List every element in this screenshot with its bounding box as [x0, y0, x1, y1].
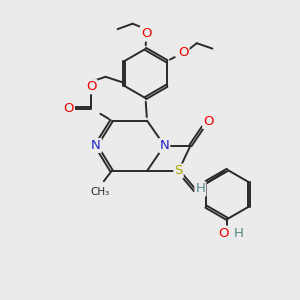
Text: N: N	[91, 139, 101, 152]
Text: S: S	[174, 164, 183, 178]
Text: O: O	[86, 80, 97, 93]
Text: O: O	[64, 101, 74, 115]
Text: O: O	[141, 27, 151, 40]
Text: CH₃: CH₃	[91, 187, 110, 196]
Text: O: O	[218, 226, 229, 240]
Text: H: H	[234, 226, 244, 240]
Text: O: O	[178, 46, 189, 59]
Text: N: N	[160, 139, 169, 152]
Text: H: H	[196, 182, 205, 196]
Text: O: O	[203, 115, 214, 128]
